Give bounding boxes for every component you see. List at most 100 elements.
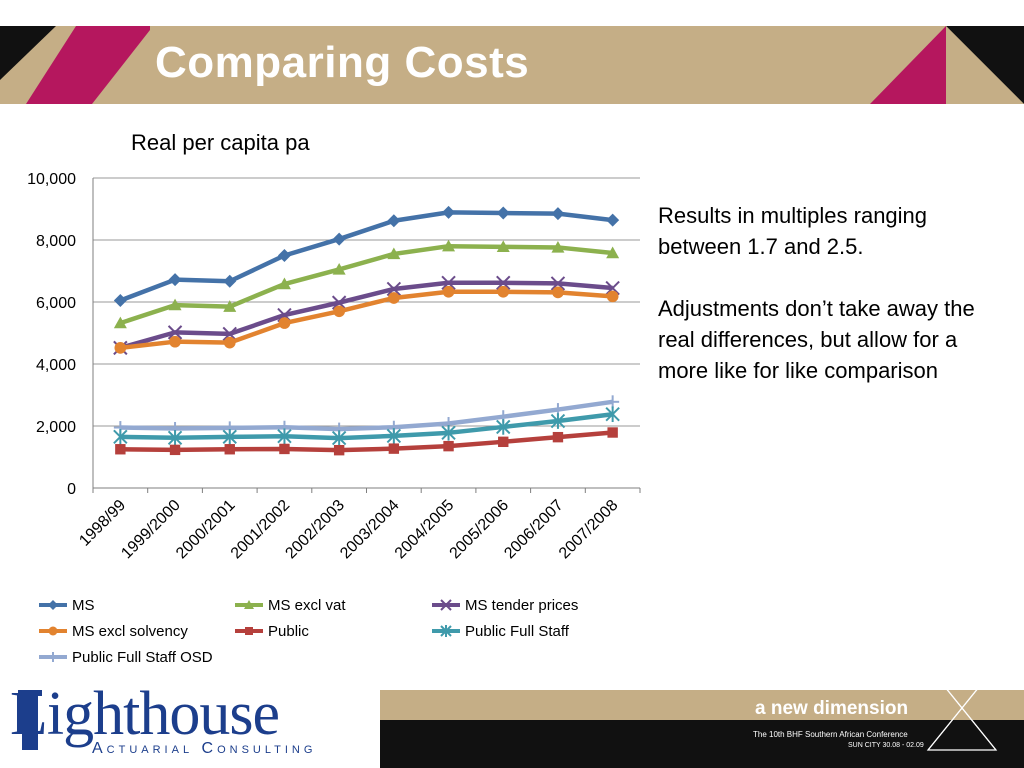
legend-item: MS xyxy=(38,592,95,618)
y-tick-label: 8,000 xyxy=(36,233,76,250)
data-point xyxy=(606,213,620,227)
data-point xyxy=(168,273,182,287)
series-line xyxy=(120,411,613,441)
data-point xyxy=(496,206,510,220)
slide-title: Comparing Costs xyxy=(155,38,530,87)
legend-swatch xyxy=(432,625,460,637)
footer-banner xyxy=(368,666,1024,768)
data-point xyxy=(223,336,236,349)
legend-swatch xyxy=(39,652,67,662)
y-tick-label: 0 xyxy=(67,481,76,498)
data-point xyxy=(223,300,237,312)
data-point xyxy=(552,286,564,299)
legend-label: MS excl solvency xyxy=(72,622,188,640)
data-point xyxy=(440,625,452,637)
data-point xyxy=(496,419,511,435)
data-point xyxy=(332,232,346,246)
data-point xyxy=(48,600,58,610)
data-point xyxy=(441,425,456,441)
lighthouse-logo xyxy=(0,684,370,768)
chart-title: Real per capita pa xyxy=(131,130,310,155)
data-point xyxy=(388,292,400,304)
data-point xyxy=(606,395,620,409)
data-point xyxy=(331,430,347,446)
legend-swatch xyxy=(39,626,67,636)
data-point xyxy=(279,443,290,455)
data-point xyxy=(48,652,58,662)
data-point xyxy=(605,280,620,296)
data-point xyxy=(222,326,237,342)
data-point xyxy=(224,444,235,455)
commentary-paragraph-1: Results in multiples ranging between 1.7… xyxy=(658,203,928,259)
data-point xyxy=(442,239,456,252)
data-point xyxy=(168,298,182,311)
legend-label: Public Full Staff OSD xyxy=(72,648,213,666)
data-point xyxy=(606,290,619,303)
data-point xyxy=(498,436,509,448)
line-chart: 02,0004,0006,0008,00010,0001998/991999/2… xyxy=(27,171,641,562)
data-point xyxy=(387,214,401,228)
data-point xyxy=(113,293,127,307)
data-point xyxy=(115,444,126,455)
legend-item: MS excl solvency xyxy=(38,618,188,644)
series-line xyxy=(120,430,613,453)
data-point xyxy=(113,316,127,329)
legend-swatch xyxy=(39,600,67,610)
data-point xyxy=(386,428,402,444)
data-point xyxy=(606,246,620,259)
data-point xyxy=(222,429,237,445)
header-banner xyxy=(0,26,1024,104)
series-line xyxy=(119,280,613,351)
data-point xyxy=(551,240,565,253)
y-tick-label: 6,000 xyxy=(36,295,76,312)
data-point xyxy=(442,285,455,298)
legend-swatch xyxy=(235,600,263,609)
footer-tagline: HEALTHCARE IN SA xyxy=(805,678,939,692)
series-line xyxy=(119,210,613,303)
data-point xyxy=(48,626,58,636)
data-point xyxy=(245,627,253,635)
legend-label: MS excl vat xyxy=(268,596,346,614)
data-point xyxy=(388,443,400,454)
legend-item: MS excl vat xyxy=(234,592,346,618)
data-point xyxy=(167,325,183,340)
data-point xyxy=(223,274,237,288)
data-point xyxy=(113,429,128,445)
data-point xyxy=(550,276,566,291)
data-point xyxy=(440,599,452,611)
y-tick-label: 2,000 xyxy=(36,419,76,436)
series-line xyxy=(120,399,613,432)
legend-item: Public Full Staff OSD xyxy=(38,644,213,670)
data-point xyxy=(443,440,454,452)
data-point xyxy=(605,406,620,423)
logo-subtitle: Actuarial Consulting xyxy=(92,740,317,757)
data-point xyxy=(277,249,291,262)
commentary: Results in multiples ranging between 1.7… xyxy=(658,200,998,417)
y-tick-label: 10,000 xyxy=(27,171,76,188)
data-point xyxy=(497,285,510,298)
data-point xyxy=(441,275,456,290)
data-point xyxy=(607,427,618,438)
data-point xyxy=(332,262,346,275)
legend-swatch xyxy=(235,627,263,635)
footer-location: SUN CITY 30.08 - 02.09 xyxy=(848,742,924,749)
legend-item: Public Full Staff xyxy=(431,618,569,644)
legend-swatch xyxy=(432,599,460,611)
footer-headline: a new dimension xyxy=(755,698,909,719)
data-point xyxy=(550,413,566,429)
legend-label: MS xyxy=(72,596,95,614)
data-point xyxy=(277,428,292,445)
data-point xyxy=(496,240,510,253)
data-point xyxy=(386,281,402,297)
data-point xyxy=(496,275,511,290)
data-point xyxy=(114,342,127,354)
x-tick-label: 1998/99 xyxy=(76,497,129,550)
legend-label: Public Full Staff xyxy=(465,622,569,640)
legend-item: MS tender prices xyxy=(431,592,578,618)
commentary-paragraph-2: Adjustments don’t take away the real dif… xyxy=(658,296,975,383)
chart-legend: MS MS excl vat MS tender prices MS excl sol… xyxy=(38,592,638,672)
legend-label: MS tender prices xyxy=(465,596,579,614)
series-line xyxy=(119,243,613,326)
data-point xyxy=(244,600,254,609)
data-point xyxy=(442,205,456,219)
